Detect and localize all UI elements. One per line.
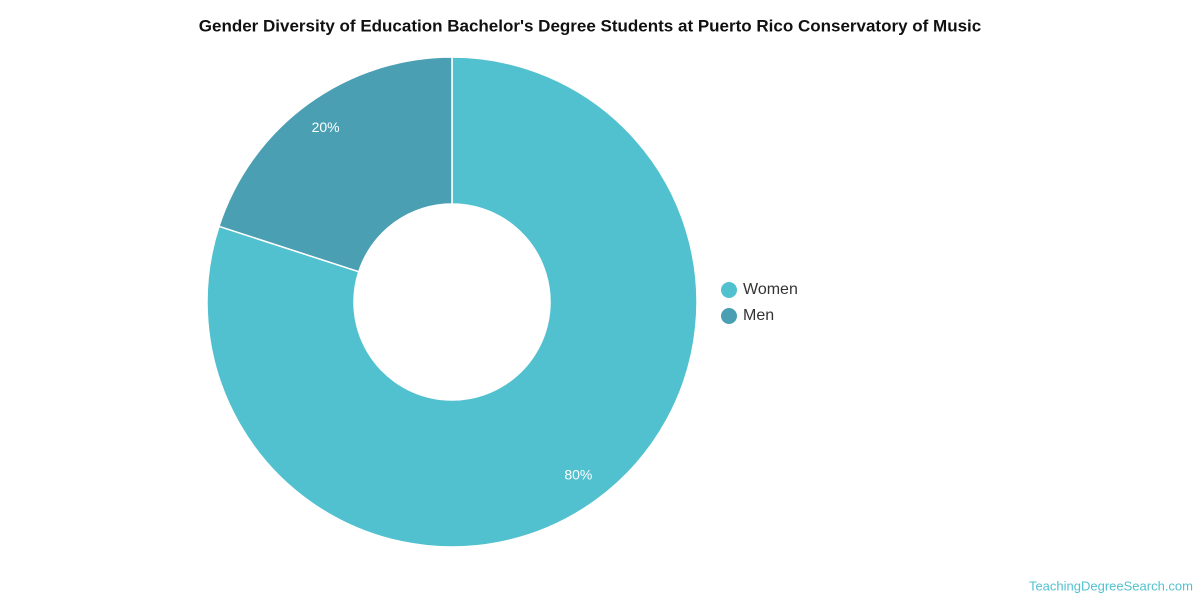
legend-marker <box>721 282 737 298</box>
legend-label: Men <box>743 307 774 324</box>
slice <box>206 56 698 548</box>
slice <box>218 56 453 273</box>
legend-marker <box>721 308 737 324</box>
data-label: 80% <box>564 467 592 483</box>
chart-title: Gender Diversity of Education Bachelor's… <box>199 16 981 35</box>
data-label: 20% <box>312 119 340 135</box>
watermark[interactable]: TeachingDegreeSearch.com <box>1029 578 1193 593</box>
legend-label: Women <box>743 281 798 298</box>
